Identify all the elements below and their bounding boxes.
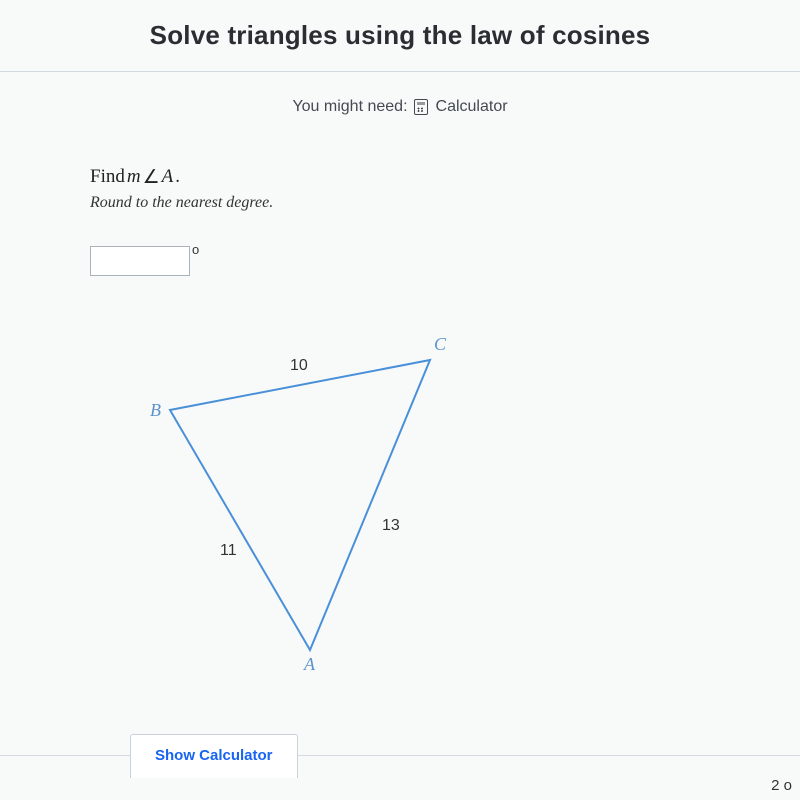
find-suffix: . — [175, 166, 180, 188]
angle-symbol: ∠ — [143, 166, 160, 189]
triangle-shape — [170, 360, 430, 650]
footer-divider — [0, 755, 800, 756]
calculator-icon — [414, 99, 428, 115]
question-instruction: Round to the nearest degree. — [90, 194, 273, 212]
degree-symbol: o — [192, 242, 199, 257]
side-label-ac: 13 — [382, 517, 400, 534]
answer-input[interactable] — [90, 246, 190, 276]
side-label-bc: 10 — [290, 357, 308, 374]
show-calculator-button[interactable]: Show Calculator — [130, 734, 298, 778]
exercise-page: Solve triangles using the law of cosines… — [0, 0, 800, 800]
hint-tool: Calculator — [436, 98, 508, 116]
vertex-label-a: A — [303, 654, 316, 674]
hint-prefix: You might need: — [292, 98, 407, 116]
find-prefix: Find — [90, 166, 125, 188]
question-find: Find m ∠ A . — [90, 165, 273, 188]
pager-text: 2 o — [771, 777, 792, 794]
vertex-label-b: B — [150, 400, 161, 420]
find-vertex: A — [162, 166, 174, 188]
hint-row: You might need: Calculator — [0, 98, 800, 116]
side-label-ab: 11 — [220, 542, 237, 559]
triangle-svg: A B C 10 13 11 — [150, 330, 470, 670]
triangle-figure: A B C 10 13 11 — [150, 330, 470, 670]
page-header: Solve triangles using the law of cosines — [0, 0, 800, 72]
answer-row: o — [90, 246, 273, 276]
find-m: m — [127, 166, 141, 188]
question-block: Find m ∠ A . Round to the nearest degree… — [90, 165, 273, 276]
vertex-label-c: C — [434, 334, 447, 354]
page-title: Solve triangles using the law of cosines — [150, 20, 651, 51]
